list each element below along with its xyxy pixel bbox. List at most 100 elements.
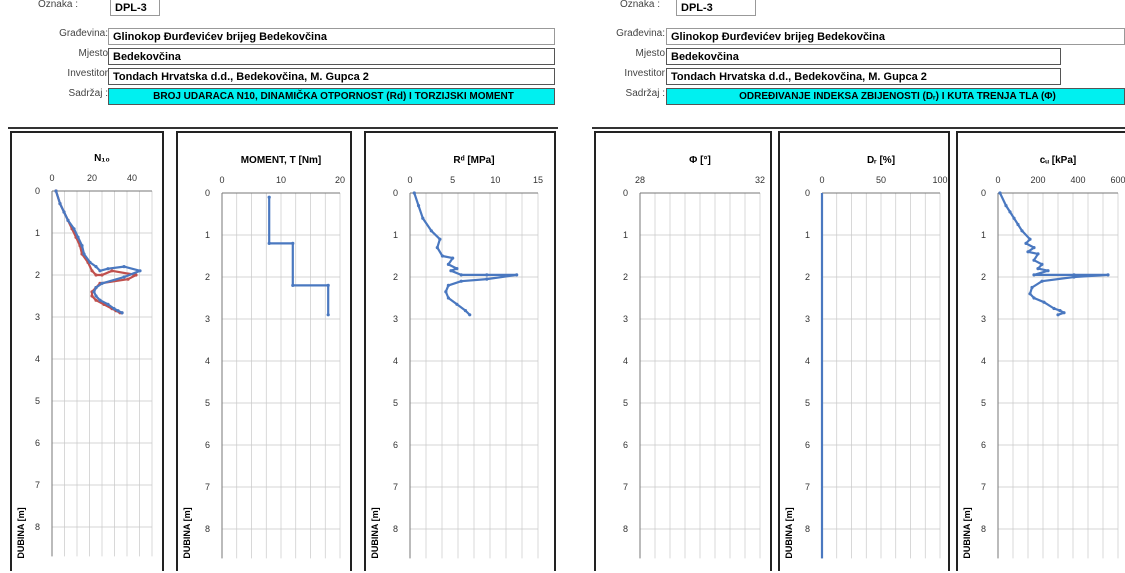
data-point — [1036, 252, 1040, 256]
data-point — [1028, 292, 1032, 296]
x-tick-label: 200 — [1030, 175, 1045, 185]
chart-title: N₁₀ — [94, 153, 110, 164]
value-investitor: Tondach Hrvatska d.d., Bedekovčina, M. G… — [666, 68, 1061, 85]
data-point — [1036, 267, 1040, 271]
data-point — [1032, 246, 1036, 250]
label-gradevina: Građevina: — [616, 28, 665, 39]
x-tick-label: 0 — [407, 175, 412, 185]
label-oznaka: Oznaka : — [619, 0, 660, 10]
y-tick-label: 0 — [393, 188, 398, 198]
y-tick-label: 8 — [623, 524, 628, 534]
y-tick-label: 8 — [205, 524, 210, 534]
data-point — [94, 294, 98, 298]
chart-panel-phi: Φ [°] 28 32 0 1 2 3 4 5 6 7 8 — [594, 131, 772, 571]
y-tick-label: 8 — [35, 522, 40, 532]
data-point — [451, 256, 455, 260]
y-tick-label: 2 — [35, 270, 40, 280]
data-point — [66, 218, 70, 222]
data-point — [106, 267, 110, 271]
x-tick-label: 600 — [1110, 175, 1125, 185]
y-tick-label: 4 — [205, 356, 210, 366]
y-tick-label: 0 — [623, 188, 628, 198]
data-point — [455, 267, 459, 271]
y-tick-label: 7 — [35, 480, 40, 490]
header-divider-left — [8, 127, 558, 129]
y-tick-label: 4 — [805, 356, 810, 366]
y-tick-label: 3 — [805, 314, 810, 324]
data-point — [440, 254, 445, 258]
data-point — [416, 204, 421, 208]
y-tick-label: 7 — [981, 482, 986, 492]
data-point — [429, 229, 433, 233]
data-point — [1026, 250, 1030, 254]
y-tick-label: 6 — [205, 440, 210, 450]
data-point — [468, 313, 472, 317]
x-tick-label: 32 — [755, 175, 765, 185]
data-point — [1056, 313, 1060, 317]
value-mjesto: Bedekovčina — [108, 48, 555, 65]
x-tick-label: 28 — [635, 175, 645, 185]
data-point — [459, 273, 463, 277]
label-oznaka: Oznaka : — [37, 0, 78, 10]
data-point — [267, 195, 271, 199]
data-point — [100, 273, 104, 277]
chart-title: MOMENT, T [Nm] — [241, 155, 322, 166]
report-header-left: Oznaka : DPL-3 Građevina: Glinokop Đurđevi… — [0, 0, 565, 125]
y-tick-label: 6 — [35, 438, 40, 448]
y-tick-label: 4 — [981, 356, 986, 366]
y-tick-label: 0 — [981, 188, 986, 198]
data-point — [455, 302, 459, 306]
label-mjesto: Mjesto — [78, 48, 108, 59]
chart-panel-cu: cᵤ [kPa] 0 200 400 600 0 1 2 3 4 5 6 7 8 DUBINA [m] — [956, 131, 1125, 571]
data-point — [291, 241, 295, 245]
y-tick-label: 1 — [393, 230, 398, 240]
header-divider-right — [592, 127, 1125, 129]
data-point — [100, 281, 104, 285]
label-sadrzaj: Sadržaj : — [68, 88, 108, 99]
y-tick-label: 3 — [393, 314, 398, 324]
y-tick-label: 2 — [205, 272, 210, 282]
y-tick-label: 8 — [805, 524, 810, 534]
y-tick-label: 6 — [623, 440, 628, 450]
series-line-0 — [999, 192, 1110, 316]
x-tick-label: 15 — [533, 175, 543, 185]
y-tick-label: 4 — [35, 354, 40, 364]
y-tick-label: 3 — [35, 312, 40, 322]
data-point — [435, 246, 439, 250]
value-sadrzaj: ODREĐIVANJE INDEKSA ZBIJENOSTI (Dᵣ) I KU… — [666, 88, 1125, 105]
value-oznaka: DPL-3 — [110, 0, 160, 16]
label-investitor: Investitor — [624, 68, 665, 79]
y-tick-label: 6 — [393, 440, 398, 450]
chart-title: Φ [°] — [689, 155, 711, 166]
y-tick-label: 5 — [981, 398, 986, 408]
chart-rd: Rᵈ [MPa] 0 5 10 15 0 1 2 3 4 5 6 7 8 DUBINA [m] — [370, 155, 543, 559]
chart-phi: Φ [°] 28 32 0 1 2 3 4 5 6 7 8 — [623, 155, 765, 559]
y-tick-label: 2 — [981, 272, 986, 282]
y-tick-label: 5 — [35, 396, 40, 406]
y-tick-label: 2 — [623, 272, 628, 282]
data-point — [446, 296, 450, 300]
y-tick-label: 4 — [623, 356, 628, 366]
y-tick-label: 7 — [623, 482, 628, 492]
y-tick-label: 8 — [393, 524, 398, 534]
value-oznaka: DPL-3 — [676, 0, 756, 16]
chart-title: Rᵈ [MPa] — [453, 155, 494, 166]
value-gradevina: Glinokop Đurđevićev brijeg Bedekovčina — [666, 28, 1125, 45]
data-point — [446, 283, 450, 287]
y-tick-label: 7 — [393, 482, 398, 492]
data-point — [444, 290, 448, 294]
data-point — [122, 265, 126, 269]
y-axis-label: DUBINA [m] — [182, 507, 192, 558]
data-point — [1032, 296, 1036, 300]
data-point — [1032, 258, 1036, 262]
data-point — [412, 191, 416, 195]
data-point — [1032, 273, 1036, 277]
y-tick-label: 6 — [805, 440, 810, 450]
value-sadrzaj: BROJ UDARACA N10, DINAMIČKA OTPORNOST (R… — [108, 88, 555, 105]
data-point — [88, 260, 92, 264]
label-sadrzaj: Sadržaj : — [625, 88, 665, 99]
data-point — [291, 283, 295, 287]
data-point — [92, 290, 96, 294]
data-point — [1046, 269, 1050, 273]
x-tick-label: 40 — [127, 173, 137, 183]
